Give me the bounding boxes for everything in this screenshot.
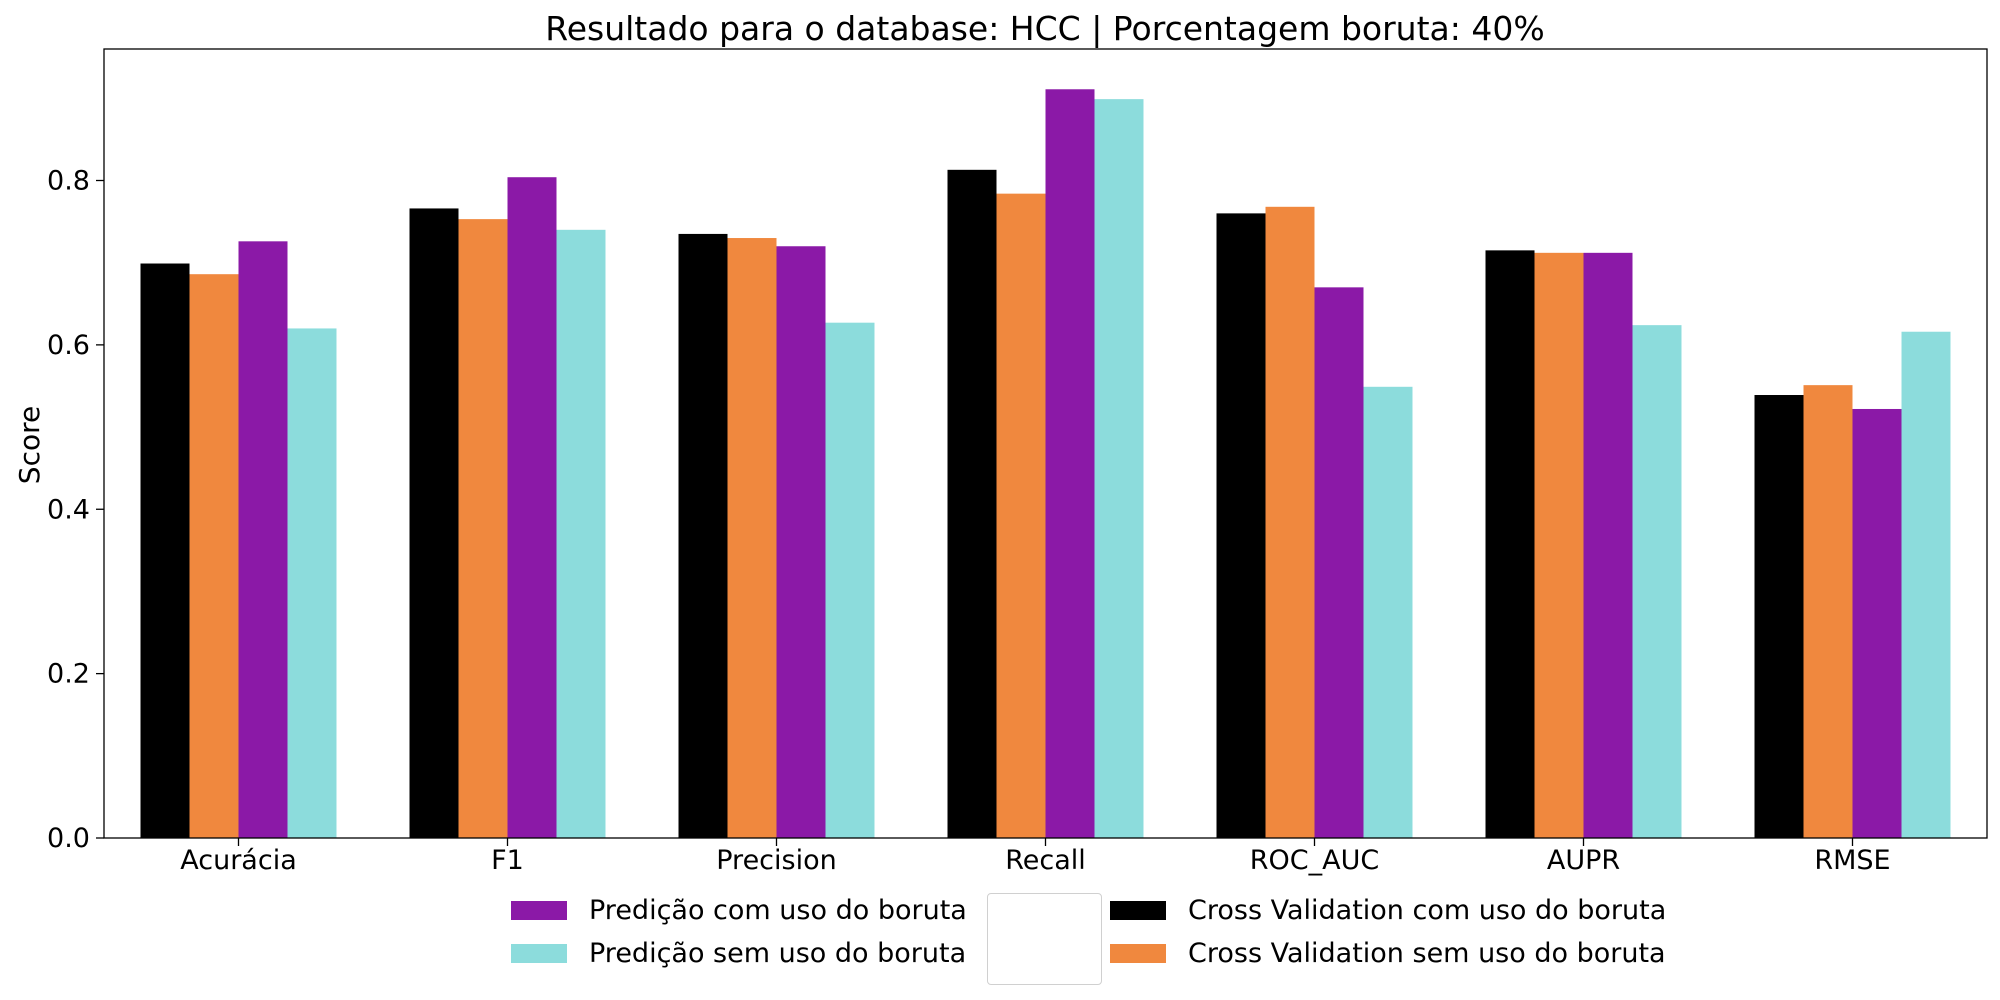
- legend-left: Predição com uso do boruta Predição sem …: [511, 890, 991, 984]
- legend-item-predicao-sem-boruta: Predição sem uso do boruta: [511, 933, 991, 973]
- bar: [1852, 408, 1902, 838]
- legend-item-predicao-com-boruta: Predição com uso do boruta: [511, 890, 991, 930]
- legend-right: Cross Validation com uso do boruta Cross…: [1110, 890, 1710, 984]
- bar: [1485, 250, 1535, 838]
- bar: [1754, 395, 1804, 838]
- x-tick-label: F1: [491, 845, 524, 876]
- bar: [1803, 385, 1853, 838]
- bar: [409, 208, 459, 839]
- bar: [1632, 325, 1682, 838]
- y-axis-ticks: 0.0 0.2 0.4 0.6 0.8: [47, 166, 104, 854]
- legend-label: Predição sem uso do boruta: [589, 937, 967, 969]
- y-tick-label: 0.0: [47, 823, 90, 854]
- bar: [1045, 89, 1095, 839]
- bar: [238, 241, 288, 839]
- x-tick-label: ROC_AUC: [1250, 845, 1379, 876]
- x-tick-label: Recall: [1005, 845, 1086, 876]
- legend-swatch: [1110, 943, 1166, 963]
- bar: [1534, 252, 1584, 838]
- legend-swatch: [511, 900, 567, 920]
- bar: [287, 328, 337, 838]
- chart-title: Resultado para o database: HCC | Porcent…: [545, 9, 1544, 48]
- bar: [1094, 99, 1144, 838]
- x-tick-label: AUPR: [1547, 845, 1620, 876]
- y-tick-label: 0.6: [47, 330, 90, 361]
- bar: [947, 169, 997, 839]
- legend-label: Cross Validation com uso do boruta: [1188, 894, 1667, 926]
- y-tick-label: 0.2: [47, 659, 90, 690]
- bars-group: [140, 89, 1951, 839]
- bar: [1216, 213, 1266, 838]
- bar: [825, 322, 875, 838]
- plot-frame: [103, 48, 1988, 839]
- bar: [1363, 386, 1413, 838]
- y-tick-label: 0.8: [47, 166, 90, 197]
- bar: [189, 274, 239, 839]
- bar: [996, 193, 1046, 838]
- legend-item-cv-com-boruta: Cross Validation com uso do boruta: [1110, 890, 1710, 930]
- legend-swatch: [511, 943, 567, 963]
- legend-frame: [987, 893, 1102, 985]
- bar: [678, 233, 728, 838]
- bar: [1901, 331, 1951, 838]
- x-tick-label: Precision: [716, 845, 836, 876]
- bar: [458, 219, 508, 839]
- bar: [1314, 287, 1364, 838]
- bar: [1265, 206, 1315, 839]
- legend-swatch: [1110, 900, 1166, 920]
- legend-label: Predição com uso do boruta: [589, 894, 967, 926]
- x-tick-label: Acurácia: [180, 845, 297, 876]
- bar: [140, 263, 190, 838]
- bar: [727, 238, 777, 838]
- y-tick-label: 0.4: [47, 494, 90, 525]
- legend-label: Cross Validation sem uso do boruta: [1188, 937, 1666, 969]
- bar: [776, 246, 826, 838]
- bar: [507, 177, 557, 838]
- x-axis-ticks: Acurácia F1 Precision Recall ROC_AUC AUPR RMSE: [180, 838, 1891, 876]
- x-tick-label: RMSE: [1814, 845, 1890, 876]
- y-axis-label: Score: [13, 406, 46, 484]
- legend-item-cv-sem-boruta: Cross Validation sem uso do boruta: [1110, 933, 1710, 973]
- bar: [1583, 252, 1633, 838]
- bar: [556, 229, 606, 838]
